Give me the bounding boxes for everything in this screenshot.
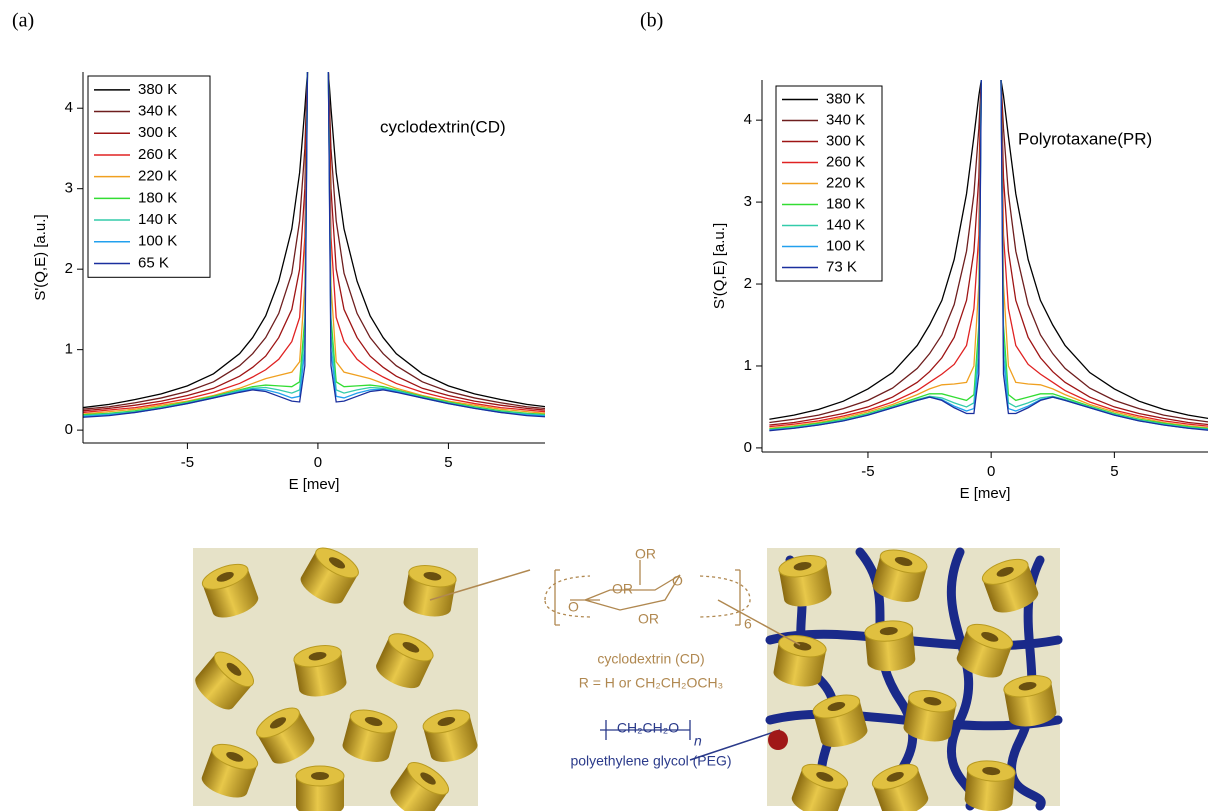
substituent: OR (635, 546, 656, 562)
chart: (b) 0 1 2 3 4 -5 0 5 E [mev] S'(Q,E) [a.u.] Polyrot… (640, 10, 1213, 502)
x-tick-label: 5 (444, 454, 452, 471)
cylinder (964, 759, 1016, 811)
x-axis-label: E [mev] (960, 485, 1011, 502)
peg-label: polyethylene glycol (PEG) (570, 753, 731, 769)
y-tick-label: 1 (744, 357, 752, 374)
substituent: OR (638, 611, 659, 627)
ring-oxygen: O (568, 599, 579, 615)
x-tick-label: -5 (861, 463, 874, 480)
substituent: OR (612, 581, 633, 597)
figure: OR OR OR O O 6 cyclodextrin (CD) R = H o… (0, 0, 1213, 811)
chart: (a) 0 1 2 3 4 -5 0 5 E [mev] S'(Q,E) [a.u.] cyclode… (12, 10, 553, 493)
panel-label: (a) (12, 10, 34, 32)
legend-label: 180 K (826, 195, 865, 212)
cylinder-hole (311, 772, 329, 780)
legend-label: 380 K (826, 90, 865, 107)
y-tick-label: 4 (744, 111, 752, 128)
y-tick-label: 3 (65, 180, 73, 197)
y-tick-label: 0 (65, 421, 73, 438)
legend-label: 100 K (826, 237, 865, 254)
annotation: Polyrotaxane(PR) (1018, 129, 1152, 148)
legend-label: 260 K (826, 153, 865, 170)
y-axis-label: S'(Q,E) [a.u.] (711, 223, 728, 309)
legend-label: 380 K (138, 81, 177, 98)
y-tick-label: 2 (744, 275, 752, 292)
ring-oxygen: O (672, 573, 683, 589)
peg-n: n (694, 733, 702, 749)
repeat-count: 6 (744, 616, 752, 632)
x-tick-label: 0 (314, 454, 322, 471)
y-tick-label: 1 (65, 341, 73, 358)
legend-label: 220 K (138, 168, 177, 185)
illustration: OR OR OR O O 6 cyclodextrin (CD) R = H o… (190, 542, 1060, 811)
annotation: cyclodextrin(CD) (380, 117, 506, 136)
legend-label: 260 K (138, 146, 177, 163)
legend-label: 140 K (138, 211, 177, 228)
legend-label: 300 K (138, 124, 177, 141)
x-tick-label: 0 (987, 463, 995, 480)
y-tick-label: 0 (744, 439, 752, 456)
x-tick-label: -5 (181, 454, 194, 471)
legend-label: 140 K (826, 216, 865, 233)
peg-formula: CH₂CH₂O (617, 720, 679, 736)
legend-label: 100 K (138, 233, 177, 250)
cylinder (296, 766, 344, 811)
legend-label: 300 K (826, 132, 865, 149)
panel-label: (b) (640, 10, 663, 32)
legend-label: 340 K (138, 103, 177, 120)
y-tick-label: 2 (65, 260, 73, 277)
cylinder (864, 619, 916, 673)
x-axis-label: E [mev] (289, 476, 340, 493)
y-axis-label: S'(Q,E) [a.u.] (32, 214, 49, 300)
legend-label: 73 K (826, 258, 857, 275)
legend-label: 340 K (826, 111, 865, 128)
y-tick-label: 3 (744, 193, 752, 210)
x-tick-label: 5 (1110, 463, 1118, 480)
r-label: R = H or CH₂CH₂OCH₃ (579, 675, 724, 691)
stopper (768, 730, 788, 750)
cd-label: cyclodextrin (CD) (597, 651, 704, 667)
legend-label: 220 K (826, 174, 865, 191)
legend-label: 65 K (138, 254, 169, 271)
legend-label: 180 K (138, 189, 177, 206)
y-tick-label: 4 (65, 99, 73, 116)
